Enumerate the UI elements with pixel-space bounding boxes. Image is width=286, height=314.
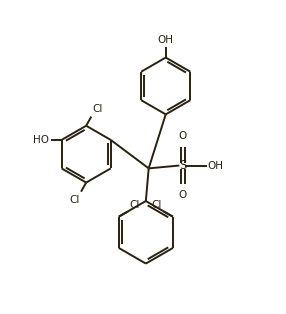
Text: Cl: Cl [152, 200, 162, 210]
Text: Cl: Cl [92, 104, 103, 114]
Text: OH: OH [158, 35, 174, 45]
Text: Cl: Cl [130, 200, 140, 210]
Text: O: O [179, 190, 187, 200]
Text: S: S [179, 159, 186, 172]
Text: HO: HO [33, 135, 49, 145]
Text: Cl: Cl [69, 194, 80, 204]
Text: O: O [179, 131, 187, 141]
Text: OH: OH [208, 160, 224, 171]
